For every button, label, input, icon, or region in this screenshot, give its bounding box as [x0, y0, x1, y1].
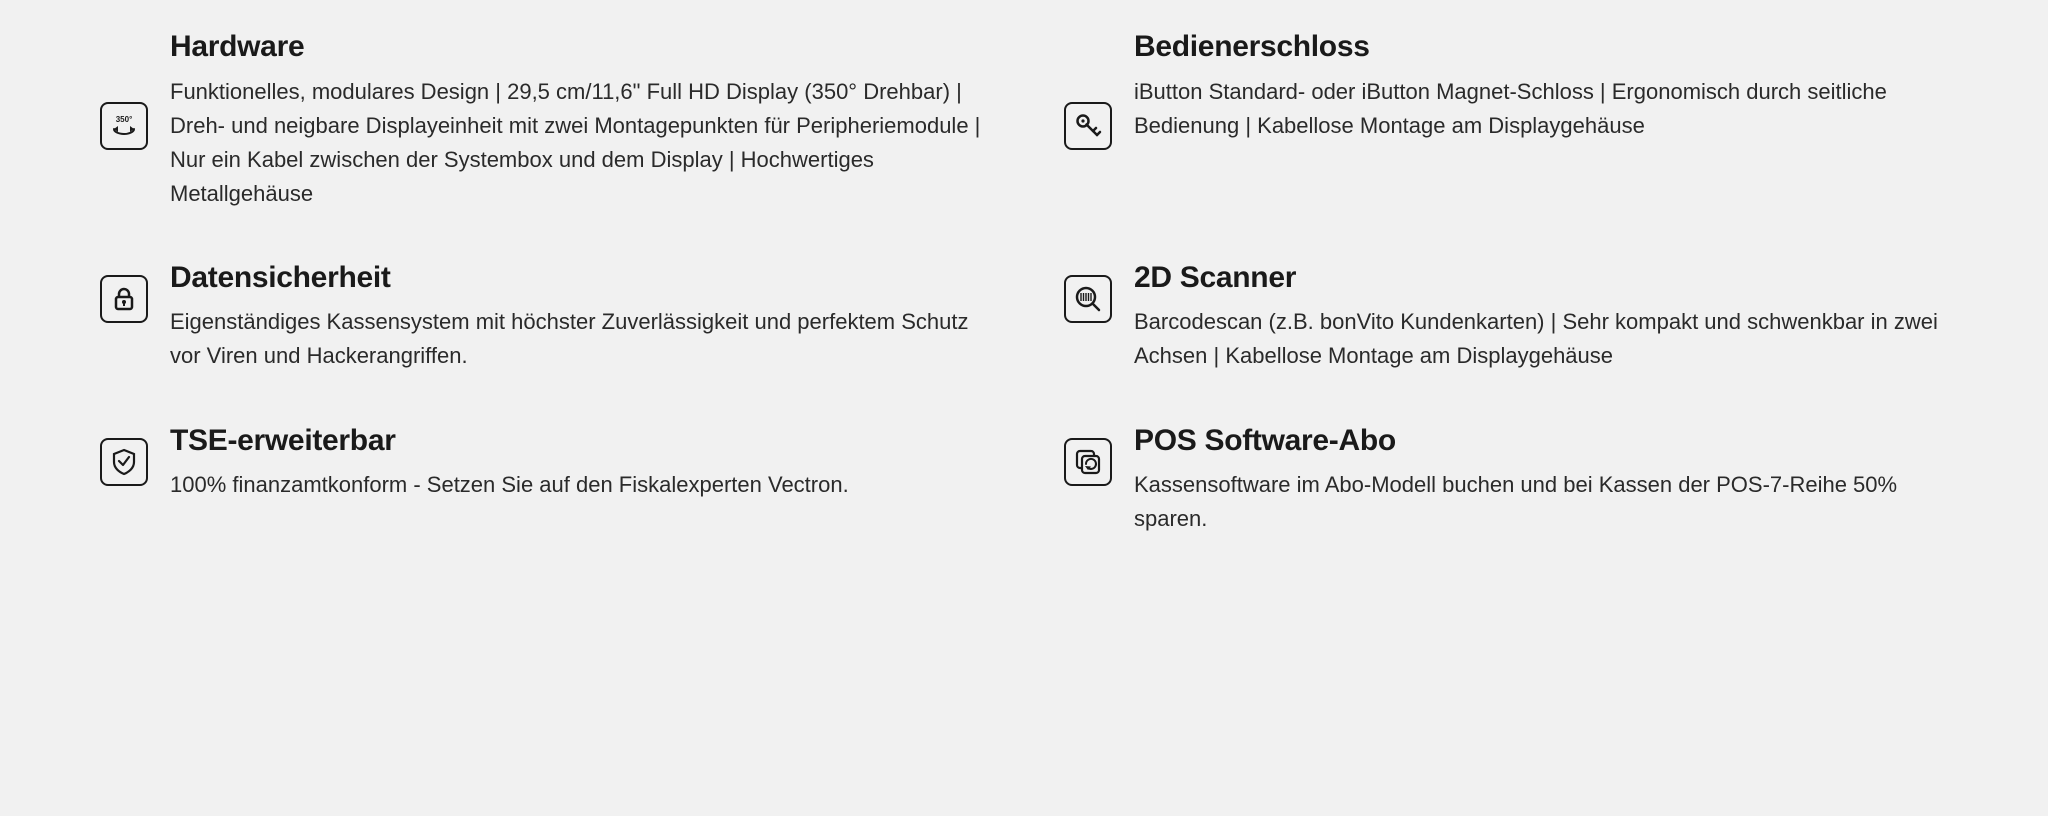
- feature-operator-lock: Bedienerschloss iButton Standard- oder i…: [1064, 30, 1948, 211]
- rotate-350-icon: 350°: [100, 102, 148, 150]
- feature-pos-abo: POS Software-Abo Kassensoftware im Abo-M…: [1064, 424, 1948, 537]
- feature-title: POS Software-Abo: [1134, 424, 1948, 459]
- svg-text:350°: 350°: [116, 115, 133, 124]
- key-icon: [1064, 102, 1112, 150]
- feature-description: Eigenständiges Kassensystem mit höchster…: [170, 305, 984, 373]
- feature-description: Barcodescan (z.B. bonVito Kundenkarten) …: [1134, 305, 1948, 373]
- feature-description: iButton Standard- oder iButton Magnet-Sc…: [1134, 75, 1948, 143]
- shield-check-icon: [100, 438, 148, 486]
- feature-title: Datensicherheit: [170, 261, 984, 296]
- feature-hardware: 350° Hardware Funktionelles, modulares D…: [100, 30, 984, 211]
- lock-icon: [100, 275, 148, 323]
- feature-description: 100% finanzamtkonform - Setzen Sie auf d…: [170, 468, 984, 502]
- feature-grid: 350° Hardware Funktionelles, modulares D…: [0, 0, 2048, 576]
- refresh-stack-icon: [1064, 438, 1112, 486]
- feature-2d-scanner: 2D Scanner Barcodescan (z.B. bonVito Kun…: [1064, 261, 1948, 374]
- feature-title: 2D Scanner: [1134, 261, 1948, 296]
- feature-data-security: Datensicherheit Eigenständiges Kassensys…: [100, 261, 984, 374]
- feature-title: Hardware: [170, 30, 984, 65]
- feature-description: Kassensoftware im Abo-Modell buchen und …: [1134, 468, 1948, 536]
- barcode-magnify-icon: [1064, 275, 1112, 323]
- feature-title: Bedienerschloss: [1134, 30, 1948, 65]
- feature-title: TSE-erweiterbar: [170, 424, 984, 459]
- feature-tse: TSE-erweiterbar 100% finanzamtkonform - …: [100, 424, 984, 537]
- feature-description: Funktionelles, modulares Design | 29,5 c…: [170, 75, 984, 211]
